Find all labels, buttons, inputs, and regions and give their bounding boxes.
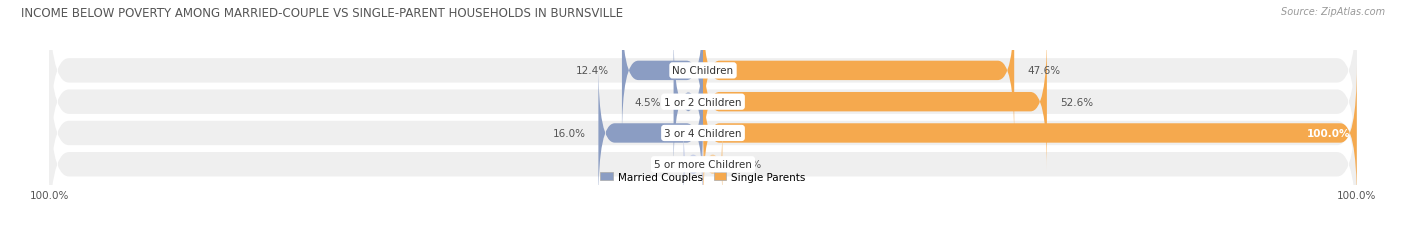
- Text: 0.0%: 0.0%: [664, 160, 690, 170]
- Text: 3 or 4 Children: 3 or 4 Children: [664, 128, 742, 138]
- Text: No Children: No Children: [672, 66, 734, 76]
- Text: 4.5%: 4.5%: [634, 97, 661, 107]
- FancyBboxPatch shape: [49, 52, 1357, 215]
- Text: 16.0%: 16.0%: [553, 128, 585, 138]
- FancyBboxPatch shape: [703, 128, 723, 202]
- FancyBboxPatch shape: [49, 83, 1357, 231]
- FancyBboxPatch shape: [673, 34, 703, 170]
- FancyBboxPatch shape: [621, 3, 703, 139]
- FancyBboxPatch shape: [703, 65, 1357, 202]
- Legend: Married Couples, Single Parents: Married Couples, Single Parents: [596, 168, 810, 186]
- FancyBboxPatch shape: [703, 3, 1014, 139]
- Text: 100.0%: 100.0%: [1306, 128, 1350, 138]
- Text: 52.6%: 52.6%: [1060, 97, 1092, 107]
- Text: 47.6%: 47.6%: [1028, 66, 1060, 76]
- Text: Source: ZipAtlas.com: Source: ZipAtlas.com: [1281, 7, 1385, 17]
- FancyBboxPatch shape: [49, 21, 1357, 184]
- FancyBboxPatch shape: [703, 34, 1047, 170]
- Text: 5 or more Children: 5 or more Children: [654, 160, 752, 170]
- Text: INCOME BELOW POVERTY AMONG MARRIED-COUPLE VS SINGLE-PARENT HOUSEHOLDS IN BURNSVI: INCOME BELOW POVERTY AMONG MARRIED-COUPL…: [21, 7, 623, 20]
- Text: 1 or 2 Children: 1 or 2 Children: [664, 97, 742, 107]
- FancyBboxPatch shape: [683, 128, 703, 202]
- Text: 12.4%: 12.4%: [575, 66, 609, 76]
- FancyBboxPatch shape: [49, 0, 1357, 152]
- FancyBboxPatch shape: [599, 65, 703, 202]
- Text: 0.0%: 0.0%: [735, 160, 762, 170]
